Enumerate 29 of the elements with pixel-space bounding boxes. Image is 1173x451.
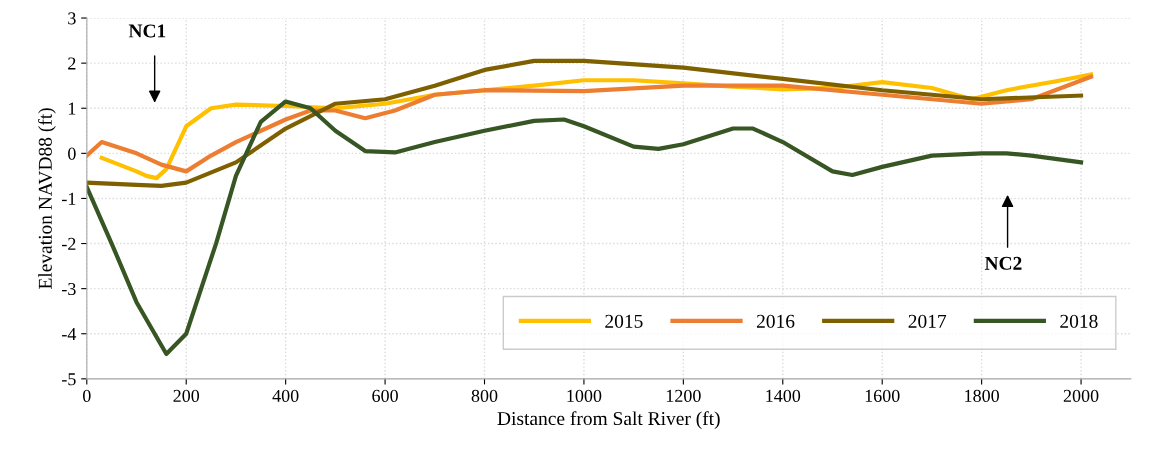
x-tick-label: 600 [372, 389, 398, 402]
legend-label: 2018 [1060, 314, 1098, 328]
legend-label: 2016 [756, 314, 795, 328]
y-tick-label: 3 [68, 12, 76, 25]
y-tick-label: 2 [68, 57, 76, 70]
y-tick-label: -3 [62, 282, 76, 296]
annotation: NC2 [984, 256, 1022, 270]
y-tick-label: -1 [62, 192, 76, 205]
y-tick-label: -4 [62, 328, 77, 340]
x-tick-label: 1000 [567, 389, 602, 402]
annotation: NC1 [128, 24, 166, 38]
x-tick-label: 0 [82, 389, 91, 402]
y-tick-label: -2 [62, 237, 76, 250]
x-tick-label: 400 [272, 389, 299, 402]
legend-label: 2017 [908, 314, 947, 328]
x-tick-label: 200 [173, 389, 200, 402]
x-tick-label: 800 [471, 389, 498, 402]
x-tick-label: 1600 [865, 389, 900, 402]
line-series [86, 58, 1084, 188]
x-tick-label: 1400 [766, 389, 801, 402]
legend-label: 2015 [605, 314, 643, 328]
x-tick-label: 1800 [965, 389, 999, 402]
y-tick-label: -5 [62, 373, 76, 386]
x-tick-label: 1200 [666, 389, 701, 402]
y-tick-label: 1 [68, 102, 76, 115]
y-axis-title: Elevation NAVD88 (ft) [37, 108, 56, 289]
y-tick-label: 0 [68, 147, 76, 160]
x-tick-label: 2000 [1063, 389, 1099, 402]
x-axis-title: Distance from Salt River (ft) [497, 411, 720, 430]
